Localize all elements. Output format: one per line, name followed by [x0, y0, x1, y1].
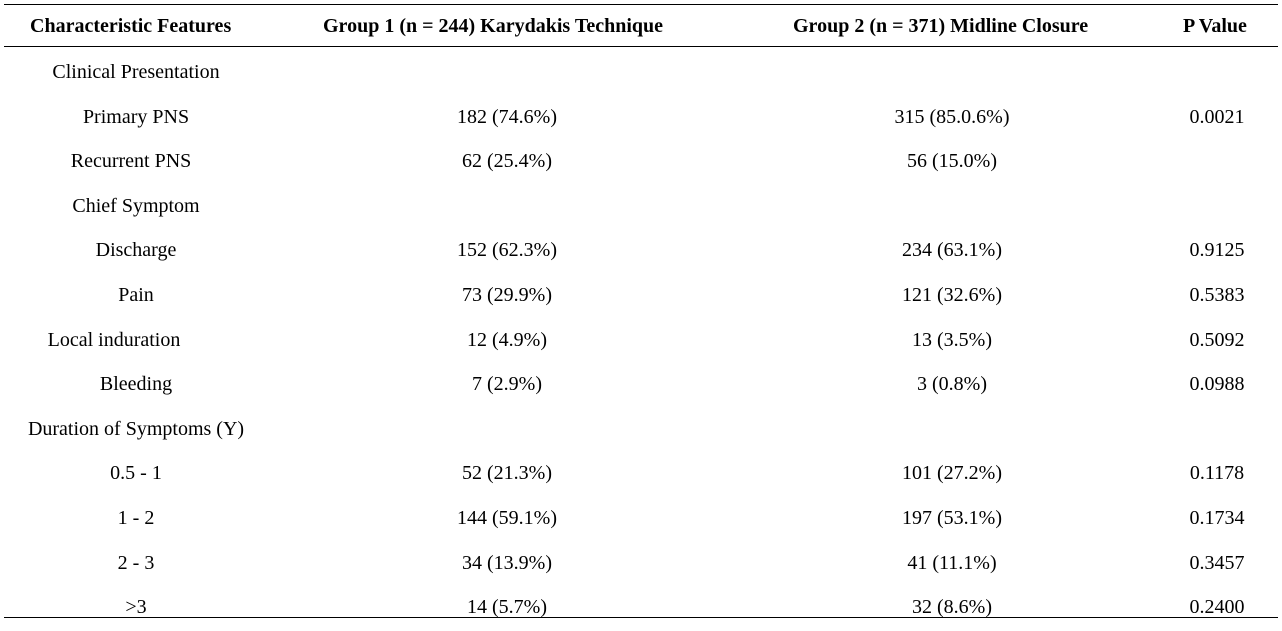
row-label: Clinical Presentation	[52, 61, 220, 83]
row-label: Bleeding	[99, 373, 173, 396]
group-1-value: 152 (62.3%)	[457, 239, 557, 262]
group-1-value: 34 (13.9%)	[462, 551, 552, 574]
table-row: Chief Symptom	[4, 185, 1278, 230]
group-2-value: 101 (27.2%)	[902, 462, 1002, 485]
header-group-1: Group 1 (n = 244) Karydakis Technique	[323, 15, 663, 37]
group-1-value: 182 (74.6%)	[457, 105, 557, 128]
table-row: 1 - 2 144 (59.1%) 197 (53.1%) 0.1734	[4, 497, 1278, 542]
row-label: Discharge	[95, 239, 177, 262]
row-label: >3	[125, 596, 147, 619]
table-row: 0.5 - 1 52 (21.3%) 101 (27.2%) 0.1178	[4, 452, 1278, 497]
table-row: Recurrent PNS 62 (25.4%) 56 (15.0%)	[4, 140, 1278, 185]
header-p-value: P Value	[1183, 15, 1247, 37]
group-1-value: 62 (25.4%)	[462, 150, 552, 173]
group-1-value: 14 (5.7%)	[467, 596, 547, 619]
group-2-value: 3 (0.8%)	[917, 373, 987, 396]
p-value: 0.0021	[1189, 105, 1245, 128]
row-label: Chief Symptom	[72, 194, 200, 217]
p-value: 0.5383	[1189, 284, 1245, 306]
p-value: 0.2400	[1189, 596, 1245, 619]
header-characteristic-features: Characteristic Features	[30, 15, 232, 37]
table-row: Bleeding 7 (2.9%) 3 (0.8%) 0.0988	[4, 363, 1278, 408]
p-value: 0.5092	[1189, 328, 1245, 351]
table-row: Duration of Symptoms (Y)	[4, 408, 1278, 453]
group-1-value: 12 (4.9%)	[467, 328, 547, 351]
group-2-value: 315 (85.0.6%)	[894, 105, 1010, 128]
row-label: Recurrent PNS	[70, 150, 192, 173]
p-value: 0.3457	[1189, 551, 1245, 574]
table-row: >3 14 (5.7%) 32 (8.6%) 0.2400	[4, 586, 1278, 631]
group-2-value: 121 (32.6%)	[902, 284, 1002, 306]
table-row: Primary PNS 182 (74.6%) 315 (85.0.6%) 0.002…	[4, 96, 1278, 141]
p-value: 0.9125	[1189, 239, 1245, 262]
p-value: 0.0988	[1189, 373, 1245, 396]
group-1-value: 7 (2.9%)	[472, 373, 542, 396]
table-row: Discharge 152 (62.3%) 234 (63.1%) 0.9125	[4, 229, 1278, 274]
table-bottom-rule	[4, 617, 1278, 618]
group-2-value: 197 (53.1%)	[902, 507, 1002, 529]
group-1-value: 52 (21.3%)	[462, 462, 552, 485]
row-label: 1 - 2	[117, 507, 155, 529]
group-1-value: 144 (59.1%)	[457, 507, 557, 529]
group-2-value: 32 (8.6%)	[912, 596, 992, 619]
group-2-value: 41 (11.1%)	[907, 551, 997, 574]
table-header-rule	[4, 46, 1278, 47]
row-label: Duration of Symptoms (Y)	[27, 417, 245, 440]
table-row: Local induration 12 (4.9%) 13 (3.5%) 0.5092	[4, 319, 1278, 364]
row-label: 2 - 3	[117, 551, 155, 574]
row-label: 0.5 - 1	[110, 462, 162, 485]
group-1-value: 73 (29.9%)	[462, 284, 552, 306]
group-2-value: 13 (3.5%)	[912, 328, 992, 351]
table-top-rule	[4, 4, 1278, 5]
group-2-value: 234 (63.1%)	[902, 239, 1002, 262]
p-value: 0.1734	[1189, 507, 1245, 529]
header-group-2: Group 2 (n = 371) Midline Closure	[793, 15, 1089, 37]
row-label: Primary PNS	[82, 105, 190, 128]
table-row: Clinical Presentation	[4, 51, 1278, 96]
table-header-row: Characteristic Features Group 1 (n = 244…	[4, 4, 1278, 46]
row-label: Pain	[118, 284, 154, 306]
p-value: 0.1178	[1189, 462, 1245, 485]
table-row: 2 - 3 34 (13.9%) 41 (11.1%) 0.3457	[4, 542, 1278, 587]
table-row: Pain 73 (29.9%) 121 (32.6%) 0.5383	[4, 274, 1278, 319]
group-2-value: 56 (15.0%)	[907, 150, 997, 173]
row-label: Local induration	[47, 328, 181, 351]
